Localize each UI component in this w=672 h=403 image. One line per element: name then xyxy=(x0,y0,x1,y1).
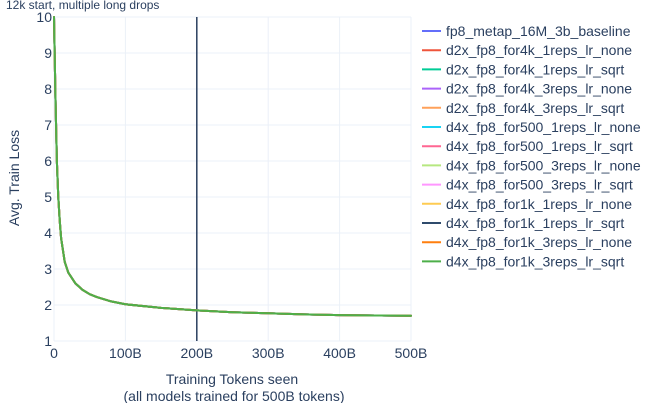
legend-label: d2x_fp8_for4k_1reps_lr_sqrt xyxy=(446,61,624,77)
legend-label: d4x_fp8_for1k_3reps_lr_sqrt xyxy=(446,253,624,269)
legend-label: d4x_fp8_for1k_1reps_lr_sqrt xyxy=(446,215,624,231)
x-tick-label: 100B xyxy=(109,345,142,361)
y-tick-label: 2 xyxy=(44,297,52,313)
x-tick-label: 400B xyxy=(323,345,356,361)
legend-label: d4x_fp8_for500_1reps_lr_none xyxy=(446,119,641,135)
y-tick-label: 4 xyxy=(44,225,52,241)
y-tick-label: 9 xyxy=(44,45,52,61)
legend-label: fp8_metap_16M_3b_baseline xyxy=(446,23,631,39)
legend-item[interactable]: d2x_fp8_for4k_3reps_lr_sqrt xyxy=(422,100,624,116)
y-tick-label: 6 xyxy=(44,153,52,169)
series-layer xyxy=(53,16,412,317)
chart-annotation: 12k start, multiple long drops xyxy=(6,0,159,12)
y-tick-label: 5 xyxy=(44,189,52,205)
y-tick-label: 8 xyxy=(44,81,52,97)
legend-label: d4x_fp8_for1k_3reps_lr_none xyxy=(446,234,632,250)
x-axis-ticks: 0 100B 200B 300B 400B 500B xyxy=(50,345,427,361)
x-tick-label: 200B xyxy=(180,345,213,361)
y-tick-label: 7 xyxy=(44,117,52,133)
legend-item[interactable]: fp8_metap_16M_3b_baseline xyxy=(422,23,631,39)
legend-item[interactable]: d4x_fp8_for1k_1reps_lr_sqrt xyxy=(422,215,624,231)
y-tick-label: 3 xyxy=(44,261,52,277)
legend: fp8_metap_16M_3b_baseline d2x_fp8_for4k_1… xyxy=(422,23,641,269)
x-axis-subtitle: (all models trained for 500B tokens) xyxy=(124,388,345,403)
legend-label: d4x_fp8_for500_3reps_lr_none xyxy=(446,157,641,173)
legend-label: d4x_fp8_for1k_1reps_lr_none xyxy=(446,196,632,212)
legend-item[interactable]: d4x_fp8_for1k_1reps_lr_none xyxy=(422,196,632,212)
y-axis-ticks: 1 2 3 4 5 6 7 8 9 10 xyxy=(36,9,52,349)
x-tick-label: 500B xyxy=(395,345,428,361)
legend-item[interactable]: d4x_fp8_for500_3reps_lr_none xyxy=(422,157,641,173)
legend-item[interactable]: d4x_fp8_for1k_3reps_lr_sqrt xyxy=(422,253,624,269)
legend-item[interactable]: d4x_fp8_for500_1reps_lr_sqrt xyxy=(422,138,633,154)
legend-label: d2x_fp8_for4k_3reps_lr_sqrt xyxy=(446,100,624,116)
legend-item[interactable]: d4x_fp8_for500_3reps_lr_sqrt xyxy=(422,177,633,193)
x-axis-title: Training Tokens seen xyxy=(166,371,298,387)
legend-label: d4x_fp8_for500_1reps_lr_sqrt xyxy=(446,138,633,154)
x-tick-label: 0 xyxy=(50,345,58,361)
series-line xyxy=(53,16,412,317)
legend-label: d4x_fp8_for500_3reps_lr_sqrt xyxy=(446,177,633,193)
legend-label: d2x_fp8_for4k_3reps_lr_none xyxy=(446,81,632,97)
y-tick-label: 1 xyxy=(44,333,52,349)
legend-label: d2x_fp8_for4k_1reps_lr_none xyxy=(446,42,632,58)
legend-item[interactable]: d2x_fp8_for4k_1reps_lr_sqrt xyxy=(422,61,624,77)
y-axis-title: Avg. Train Loss xyxy=(6,130,22,226)
legend-item[interactable]: d2x_fp8_for4k_1reps_lr_none xyxy=(422,42,632,58)
y-tick-label: 10 xyxy=(36,9,52,25)
x-tick-label: 300B xyxy=(252,345,285,361)
legend-item[interactable]: d4x_fp8_for500_1reps_lr_none xyxy=(422,119,641,135)
legend-item[interactable]: d2x_fp8_for4k_3reps_lr_none xyxy=(422,81,632,97)
legend-item[interactable]: d4x_fp8_for1k_3reps_lr_none xyxy=(422,234,632,250)
